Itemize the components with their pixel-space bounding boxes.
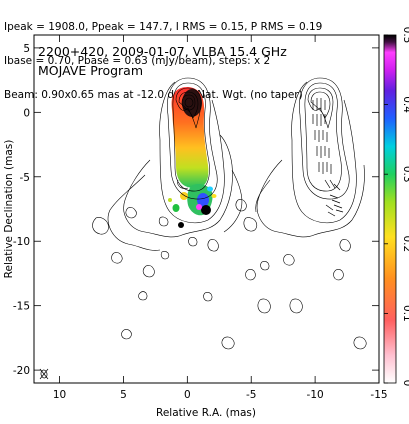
x-axis-label: Relative R.A. (mas) bbox=[156, 407, 256, 419]
y-tick-label: -5 bbox=[20, 172, 30, 184]
plot-frame bbox=[33, 34, 380, 384]
polarization-color-overlay bbox=[168, 87, 217, 228]
y-tick-label: 0 bbox=[23, 107, 30, 119]
colorbar-tick-label: 0.1 bbox=[401, 305, 409, 322]
colorbar-tick-label: 0.3 bbox=[401, 166, 409, 183]
x-tick-label: 0 bbox=[184, 389, 191, 401]
colorbar bbox=[383, 34, 397, 384]
x-tick-label: 5 bbox=[120, 389, 127, 401]
beam-ellipse bbox=[40, 369, 48, 379]
right-contours bbox=[243, 77, 367, 350]
header-line-2: Ibase = 0.70, Pbase = 0.63 (mJy/beam), s… bbox=[4, 55, 271, 67]
colorbar-ticks: 0 0.1 0.2 0.3 0.4 0.5 bbox=[384, 27, 409, 387]
header-line-1: Ipeak = 1908.0, Ppeak = 147.7, I RMS = 0… bbox=[4, 21, 323, 34]
x-tick-label: 10 bbox=[53, 389, 66, 401]
colorbar-tick-label: 0.2 bbox=[401, 235, 409, 252]
colorbar-tick-label: 0 bbox=[401, 380, 409, 387]
colorbar-tick-label: 0.4 bbox=[401, 96, 409, 113]
polarization-vectors bbox=[312, 98, 344, 217]
plot-area bbox=[39, 77, 367, 380]
y-tick-label: 5 bbox=[23, 43, 30, 55]
y-tick-label: -20 bbox=[13, 365, 30, 377]
x-tick-label: -10 bbox=[307, 389, 324, 401]
plot-title-line-1: 2200+420, 2009-01-07, VLBA 15.4 GHz bbox=[38, 44, 287, 59]
left-contours bbox=[92, 77, 271, 350]
colorbar-tick-label: 0.5 bbox=[401, 27, 409, 44]
y-tick-label: -15 bbox=[13, 301, 30, 313]
x-tick-label: -5 bbox=[246, 389, 256, 401]
y-axis-ticks: 5 0 -5 -10 -15 -20 bbox=[13, 43, 379, 377]
x-tick-label: -15 bbox=[370, 389, 387, 401]
y-tick-label: -10 bbox=[13, 236, 30, 248]
x-axis-ticks: 10 5 0 -5 -10 -15 bbox=[53, 35, 388, 401]
plot-title-line-2: MOJAVE Program bbox=[38, 63, 143, 78]
y-axis-label: Relative Declination (mas) bbox=[3, 140, 15, 279]
